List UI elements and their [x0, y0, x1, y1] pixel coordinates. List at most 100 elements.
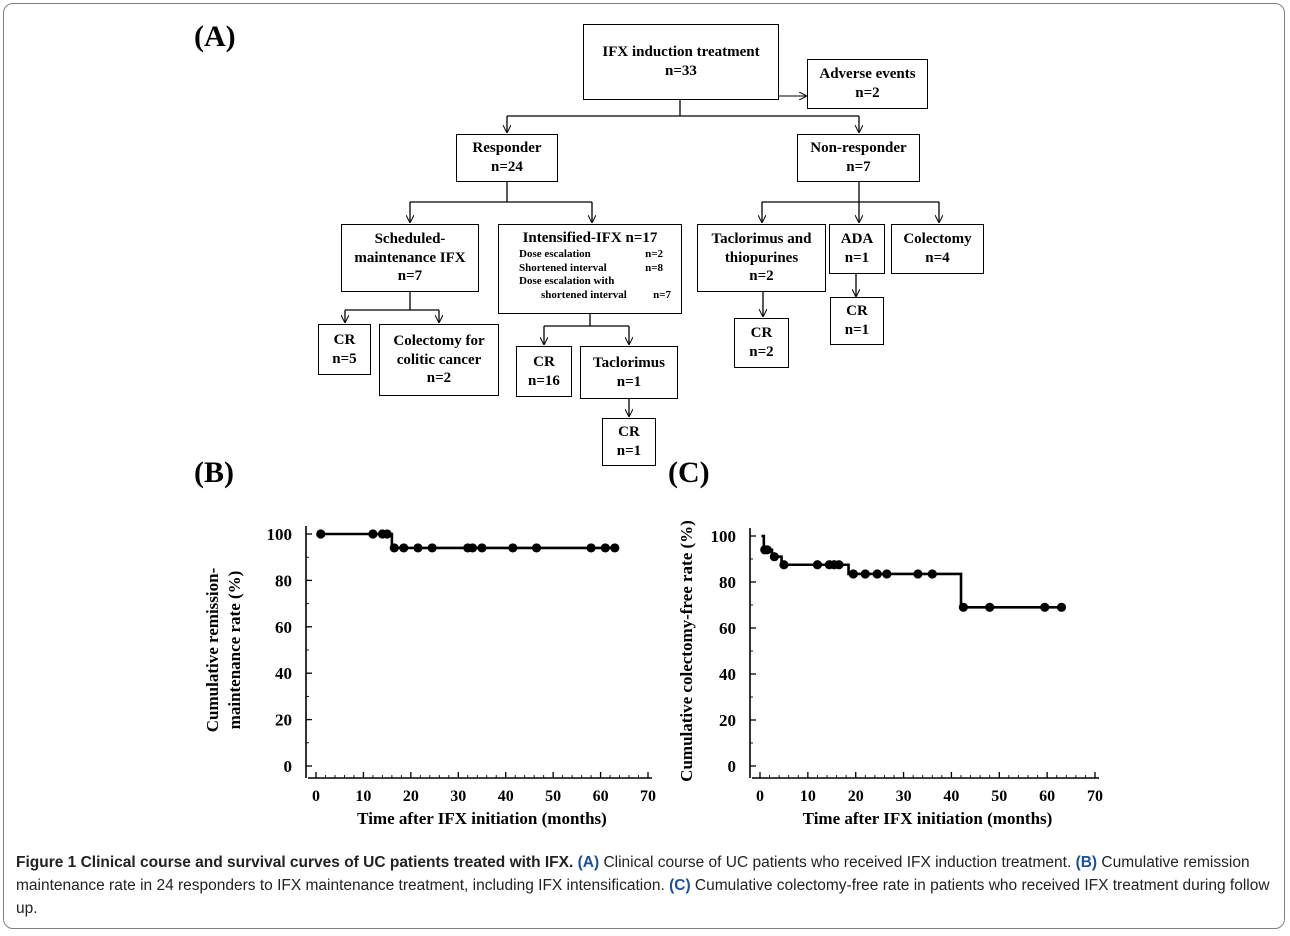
x-tick-label: 60: [593, 788, 609, 805]
box-cr-label: CR: [750, 325, 773, 342]
caption-text-c: Cumulative colectomy-free rate in patien…: [16, 877, 1270, 917]
panel-label-a: (A): [194, 20, 236, 53]
box-colectomy-count: n=4: [925, 250, 950, 266]
intensified-row-label: Dose escalation with: [519, 275, 615, 288]
box-cr-taclorimus: CR n=1: [602, 418, 656, 466]
x-tick-label: 40: [498, 788, 514, 805]
x-tick-label: 0: [312, 788, 320, 805]
y-axis-label: Cumulative colectomy-free rate (%): [677, 520, 696, 782]
censor-point: [1040, 602, 1050, 612]
censor-point: [769, 552, 779, 562]
intensified-row-shortened-interval: Shortened interval n=8: [505, 262, 675, 276]
censor-point: [600, 543, 610, 553]
box-responder: Responder n=24: [456, 134, 558, 182]
survival-curve: [318, 532, 615, 550]
censor-point: [927, 569, 937, 579]
y-tick-label: 0: [728, 757, 737, 776]
y-tick-label: 20: [275, 711, 292, 730]
box-colectomy: Colectomy n=4: [891, 224, 984, 274]
box-cr-count: n=1: [616, 443, 642, 459]
box-cr-label: CR: [846, 303, 868, 320]
y-tick-label: 100: [711, 527, 737, 546]
box-taclorimus-label: Taclorimus: [593, 354, 665, 371]
box-colectomy-colitic-cancer: Colectomy for colitic cancer n=2: [379, 324, 499, 396]
box-scheduled-line1: Scheduled-: [374, 230, 446, 247]
y-axis-label: maintenance rate (%): [225, 571, 244, 730]
box-colectomy-cancer-line2: colitic cancer: [396, 351, 482, 368]
box-responder-label: Responder: [472, 140, 542, 157]
box-taclo-thio-line2: thiopurines: [724, 249, 799, 266]
figure-caption: Figure 1 Clinical course and survival cu…: [16, 851, 1278, 920]
box-intensified-title: Intensified-IFX n=17: [522, 230, 658, 246]
box-colectomy-label: Colectomy: [903, 231, 972, 248]
intensified-row-dose-escalation-with: Dose escalation with: [505, 275, 675, 289]
intensified-row-dose-escalation: Dose escalation n=2: [505, 248, 675, 262]
box-ifx-induction-label: IFX induction treatment: [602, 44, 760, 61]
box-ada-label: ADA: [840, 231, 874, 248]
intensified-row-count: n=2: [645, 247, 663, 260]
y-tick-label: 60: [275, 618, 292, 637]
censor-point: [1056, 602, 1067, 612]
box-taclorimus-count: n=1: [616, 373, 642, 390]
chart-remission-maintenance: 0 10 20 30 40 50 60 70 0 20 40 60 80 100 Time after IF…: [203, 525, 656, 828]
caption-text-a: Clinical course of UC patients who recei…: [599, 854, 1076, 871]
censor-point: [413, 543, 423, 553]
box-non-responder: Non-responder n=7: [797, 134, 920, 182]
x-tick-label: 40: [943, 788, 959, 805]
censor-point: [762, 545, 772, 555]
censor-point: [985, 602, 995, 612]
x-tick-label: 70: [1087, 788, 1103, 805]
intensified-row-count: n=8: [645, 261, 663, 274]
censor-point: [812, 560, 823, 570]
censor-point: [399, 543, 409, 553]
censor-point: [508, 543, 518, 553]
y-tick-label: 20: [719, 711, 736, 730]
box-intensified-ifx: Intensified-IFX n=17 Dose escalation n=2…: [498, 224, 682, 314]
x-tick-label: 50: [545, 788, 561, 805]
box-taclo-thio-count: n=2: [749, 268, 774, 285]
box-scheduled-count: n=7: [397, 268, 423, 285]
box-cr-label: CR: [333, 331, 356, 348]
y-tick-label: 60: [719, 619, 736, 638]
y-axis-label: Cumulative remission-: [203, 567, 222, 732]
censor-point: [882, 569, 892, 579]
box-ada: ADA n=1: [829, 224, 885, 274]
censor-point: [368, 529, 378, 539]
censor-point: [389, 543, 399, 553]
chart-colectomy-free: 0 10 20 30 40 50 60 70 0 20 40 60 80 100 Time after IF…: [677, 520, 1103, 828]
box-ifx-induction-count: n=33: [665, 63, 697, 79]
box-cr-label: CR: [533, 353, 555, 370]
x-tick-label: 30: [450, 788, 466, 805]
censor-point: [467, 543, 478, 553]
x-tick-label: 70: [640, 788, 656, 805]
box-non-responder-count: n=7: [846, 159, 871, 175]
censor-point: [531, 543, 542, 553]
panel-label-c: (C): [668, 456, 710, 489]
box-cr-scheduled: CR n=5: [318, 324, 371, 375]
x-axis-label: Time after IFX initiation (months): [803, 809, 1053, 828]
box-cr-taclo-thio: CR n=2: [734, 318, 789, 368]
box-cr-count: n=1: [844, 322, 870, 338]
y-tick-label: 0: [284, 757, 293, 776]
box-adverse-events: Adverse events n=2: [807, 59, 928, 109]
censor-point: [610, 543, 620, 553]
box-colectomy-cancer-line1: Colectomy for: [393, 332, 485, 349]
y-tick-label: 100: [267, 525, 293, 544]
intensified-row-label: shortened interval: [541, 289, 627, 301]
intensified-row-shortened-interval-combined: shortened interval n=7: [505, 289, 675, 303]
y-tick-label: 40: [275, 664, 292, 683]
box-cr-count: n=2: [749, 344, 774, 360]
box-ada-count: n=1: [844, 250, 870, 266]
box-scheduled-maintenance: Scheduled- maintenance IFX n=7: [341, 224, 479, 292]
box-cr-ada: CR n=1: [830, 297, 884, 345]
censor-point: [779, 560, 789, 570]
survival-curve: [761, 534, 1062, 609]
x-axis-label: Time after IFX initiation (months): [357, 809, 607, 828]
caption-text-b: Cumulative remission maintenance rate in…: [16, 854, 1250, 894]
intensified-row-count: n=7: [653, 289, 671, 301]
caption-tag-c: (C): [669, 877, 691, 894]
box-cr-intensified: CR n=16: [516, 346, 572, 397]
censor-point: [834, 560, 844, 570]
censor-point: [860, 569, 870, 579]
x-tick-label: 10: [355, 788, 371, 805]
